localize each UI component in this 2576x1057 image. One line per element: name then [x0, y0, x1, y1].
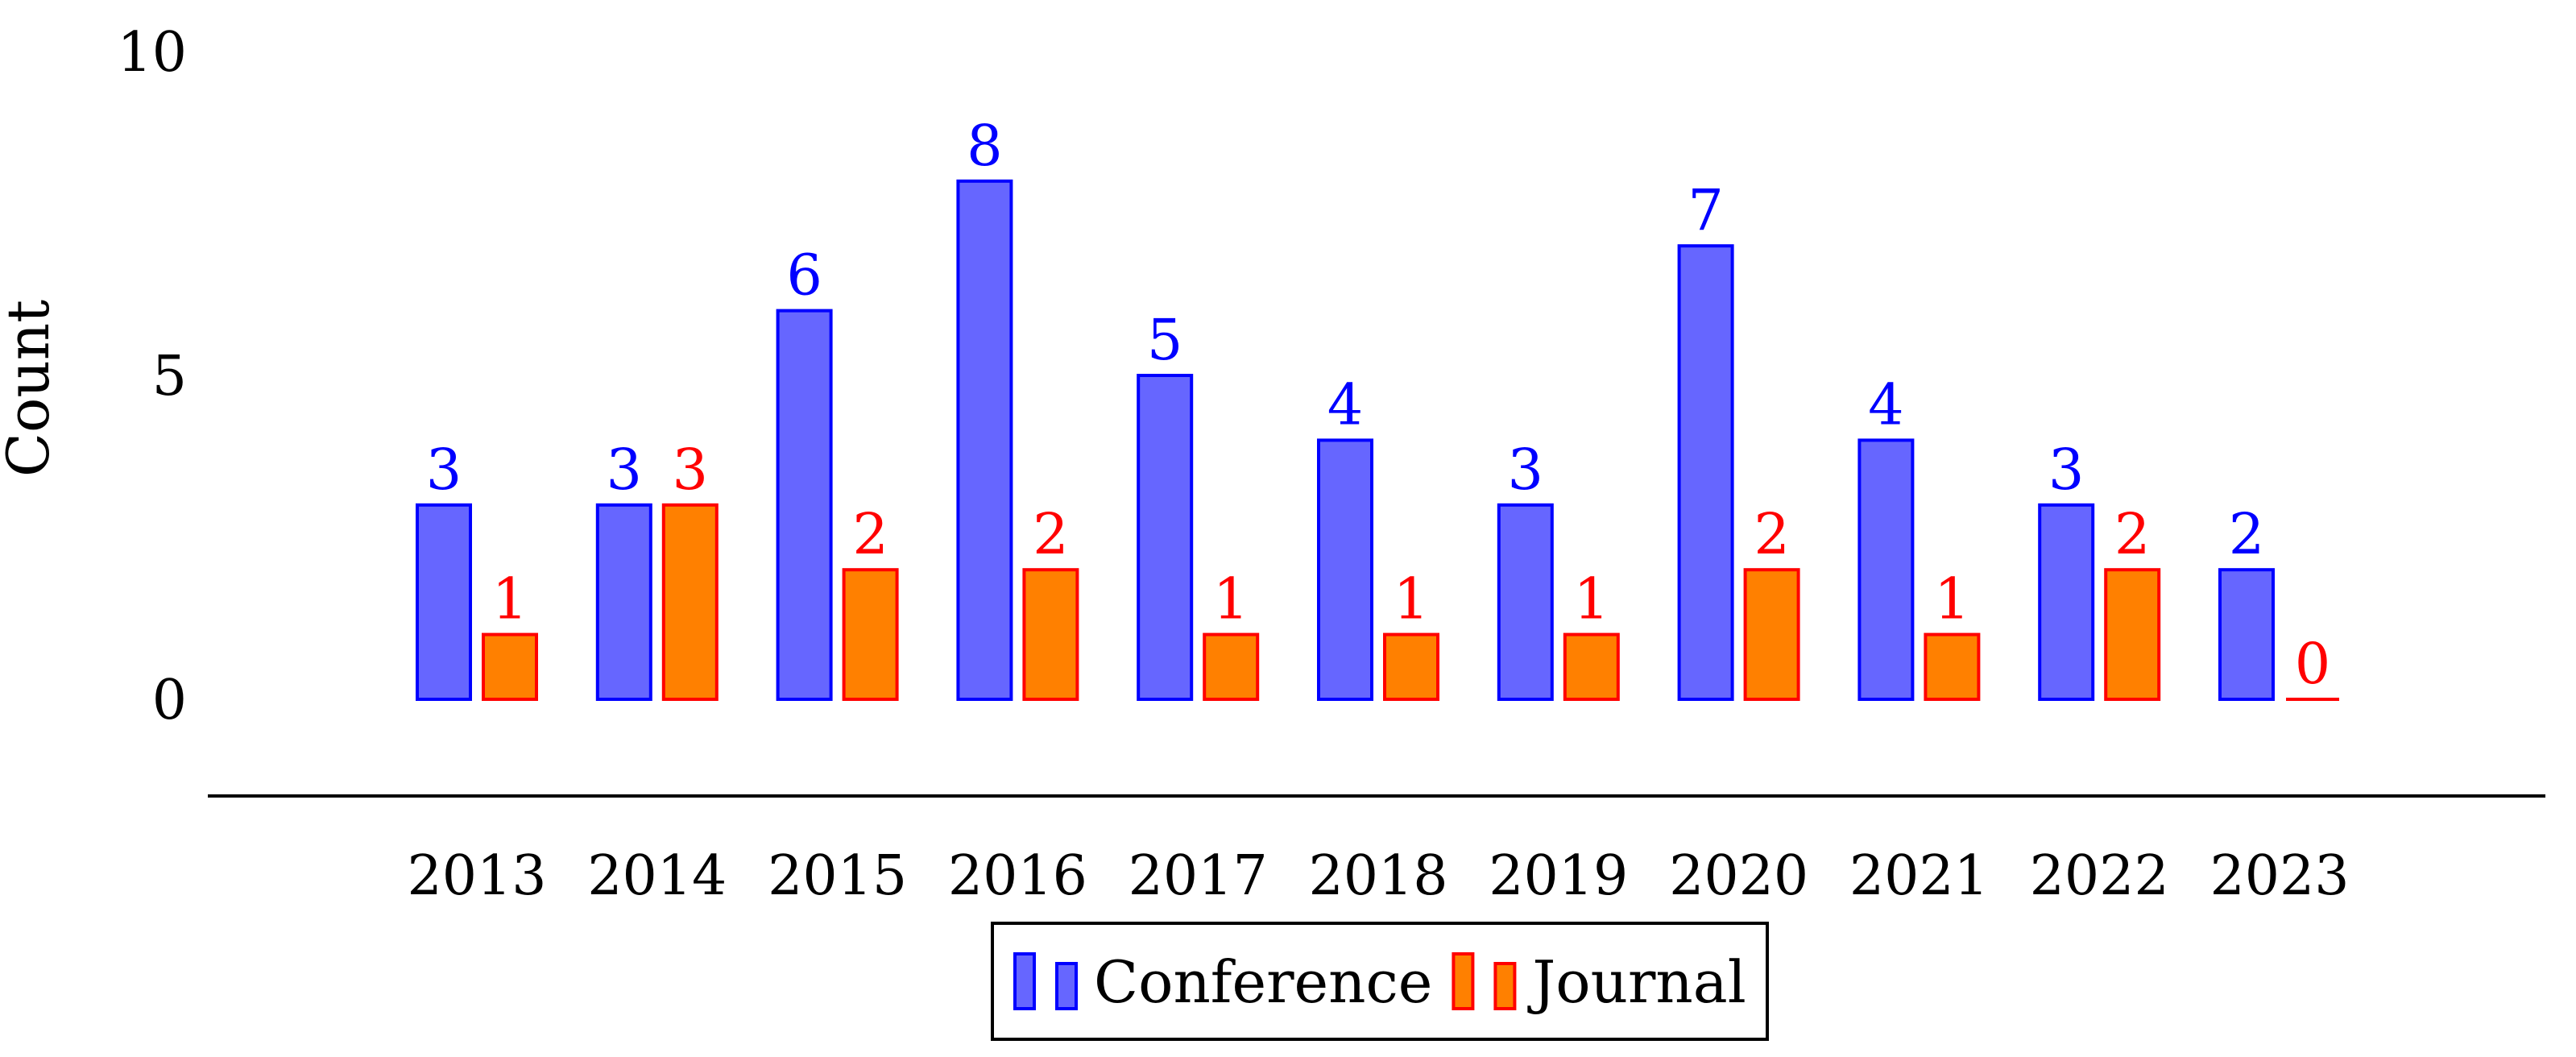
bar-journal: [1924, 632, 1981, 701]
x-axis-ticks: 2013 2014 2015 2016 2017 2018 2019 2020 2021 2022…: [407, 844, 2349, 908]
data-label-conference: 3: [1508, 437, 1544, 503]
bar-conference: [1677, 244, 1734, 701]
bar-conference: [2218, 568, 2275, 702]
x-tick-label: 2019: [1489, 844, 1628, 908]
x-tick-label: 2023: [2209, 844, 2349, 908]
bar-conference: [1857, 438, 1915, 702]
data-label-conference: 3: [426, 437, 462, 503]
y-tick-label: 10: [117, 21, 187, 85]
data-label-journal: 2: [1033, 501, 1069, 567]
legend-swatch-conference: [1013, 952, 1036, 1010]
data-label-conference: 4: [1868, 371, 1904, 437]
legend-box: [991, 922, 1769, 1041]
bar-conference: [1317, 438, 1373, 702]
bar-journal: [1383, 632, 1439, 701]
legend-swatch-journal: [1452, 952, 1475, 1010]
x-tick-label: 2016: [948, 844, 1087, 908]
x-tick-label: 2017: [1129, 844, 1268, 908]
bar-conference: [1497, 503, 1554, 701]
data-label-conference: 3: [607, 437, 643, 503]
x-tick-label: 2020: [1669, 844, 1808, 908]
legend-label-conference: Conference: [1094, 948, 1432, 1016]
data-label-conference: 7: [1688, 177, 1724, 243]
data-label-journal: 2: [1754, 501, 1790, 567]
data-label-conference: 8: [967, 113, 1003, 179]
y-tick-label: 5: [152, 345, 187, 408]
data-label-journal: 1: [1213, 566, 1249, 632]
x-tick-label: 2018: [1308, 844, 1447, 908]
bar-journal: [661, 503, 719, 701]
data-label-journal: 0: [2295, 631, 2331, 697]
y-tick-label: 0: [152, 669, 187, 732]
bar-conference: [1137, 374, 1194, 701]
bar-journal: [1022, 568, 1079, 702]
data-label-journal: 1: [1394, 566, 1430, 632]
data-label-conference: 2: [2229, 501, 2265, 567]
bar-conference: [416, 503, 472, 701]
x-tick-label: 2022: [2030, 844, 2169, 908]
bar-conference: [776, 309, 833, 701]
data-label-conference: 3: [2048, 437, 2085, 503]
data-label-conference: 4: [1327, 371, 1364, 437]
legend-label-journal: Journal: [1526, 948, 1746, 1016]
legend: Conference Journal: [991, 922, 1769, 1041]
bar-journal: [1743, 568, 1800, 702]
bar-conference: [2038, 503, 2095, 701]
x-tick-label: 2021: [1849, 844, 1989, 908]
bars: [416, 179, 2339, 702]
x-tick-label: 2015: [768, 844, 907, 908]
bar-journal: [1203, 632, 1260, 701]
data-label-journal: 1: [1574, 566, 1610, 632]
data-label-journal: 2: [2114, 501, 2151, 567]
data-label-conference: 6: [786, 242, 822, 309]
legend-swatch-conference: [1055, 962, 1078, 1010]
data-label-journal: 3: [673, 437, 709, 503]
bar-conference: [595, 503, 652, 701]
data-label-journal: 2: [852, 501, 888, 567]
bar-journal: [842, 568, 899, 702]
bar-conference: [956, 179, 1013, 702]
x-tick-label: 2014: [587, 844, 727, 908]
y-axis-ticks: 0 5 10: [117, 21, 187, 732]
data-label-conference: 5: [1147, 307, 1183, 373]
x-tick-label: 2013: [407, 844, 546, 908]
y-axis-label: Count: [0, 300, 62, 477]
bar-journal: [1563, 632, 1620, 701]
data-label-journal: 1: [1934, 566, 1970, 632]
bar-journal: [2104, 568, 2161, 702]
legend-swatch-journal: [1493, 962, 1517, 1010]
bar-journal: [482, 632, 538, 701]
data-label-journal: 1: [492, 566, 528, 632]
